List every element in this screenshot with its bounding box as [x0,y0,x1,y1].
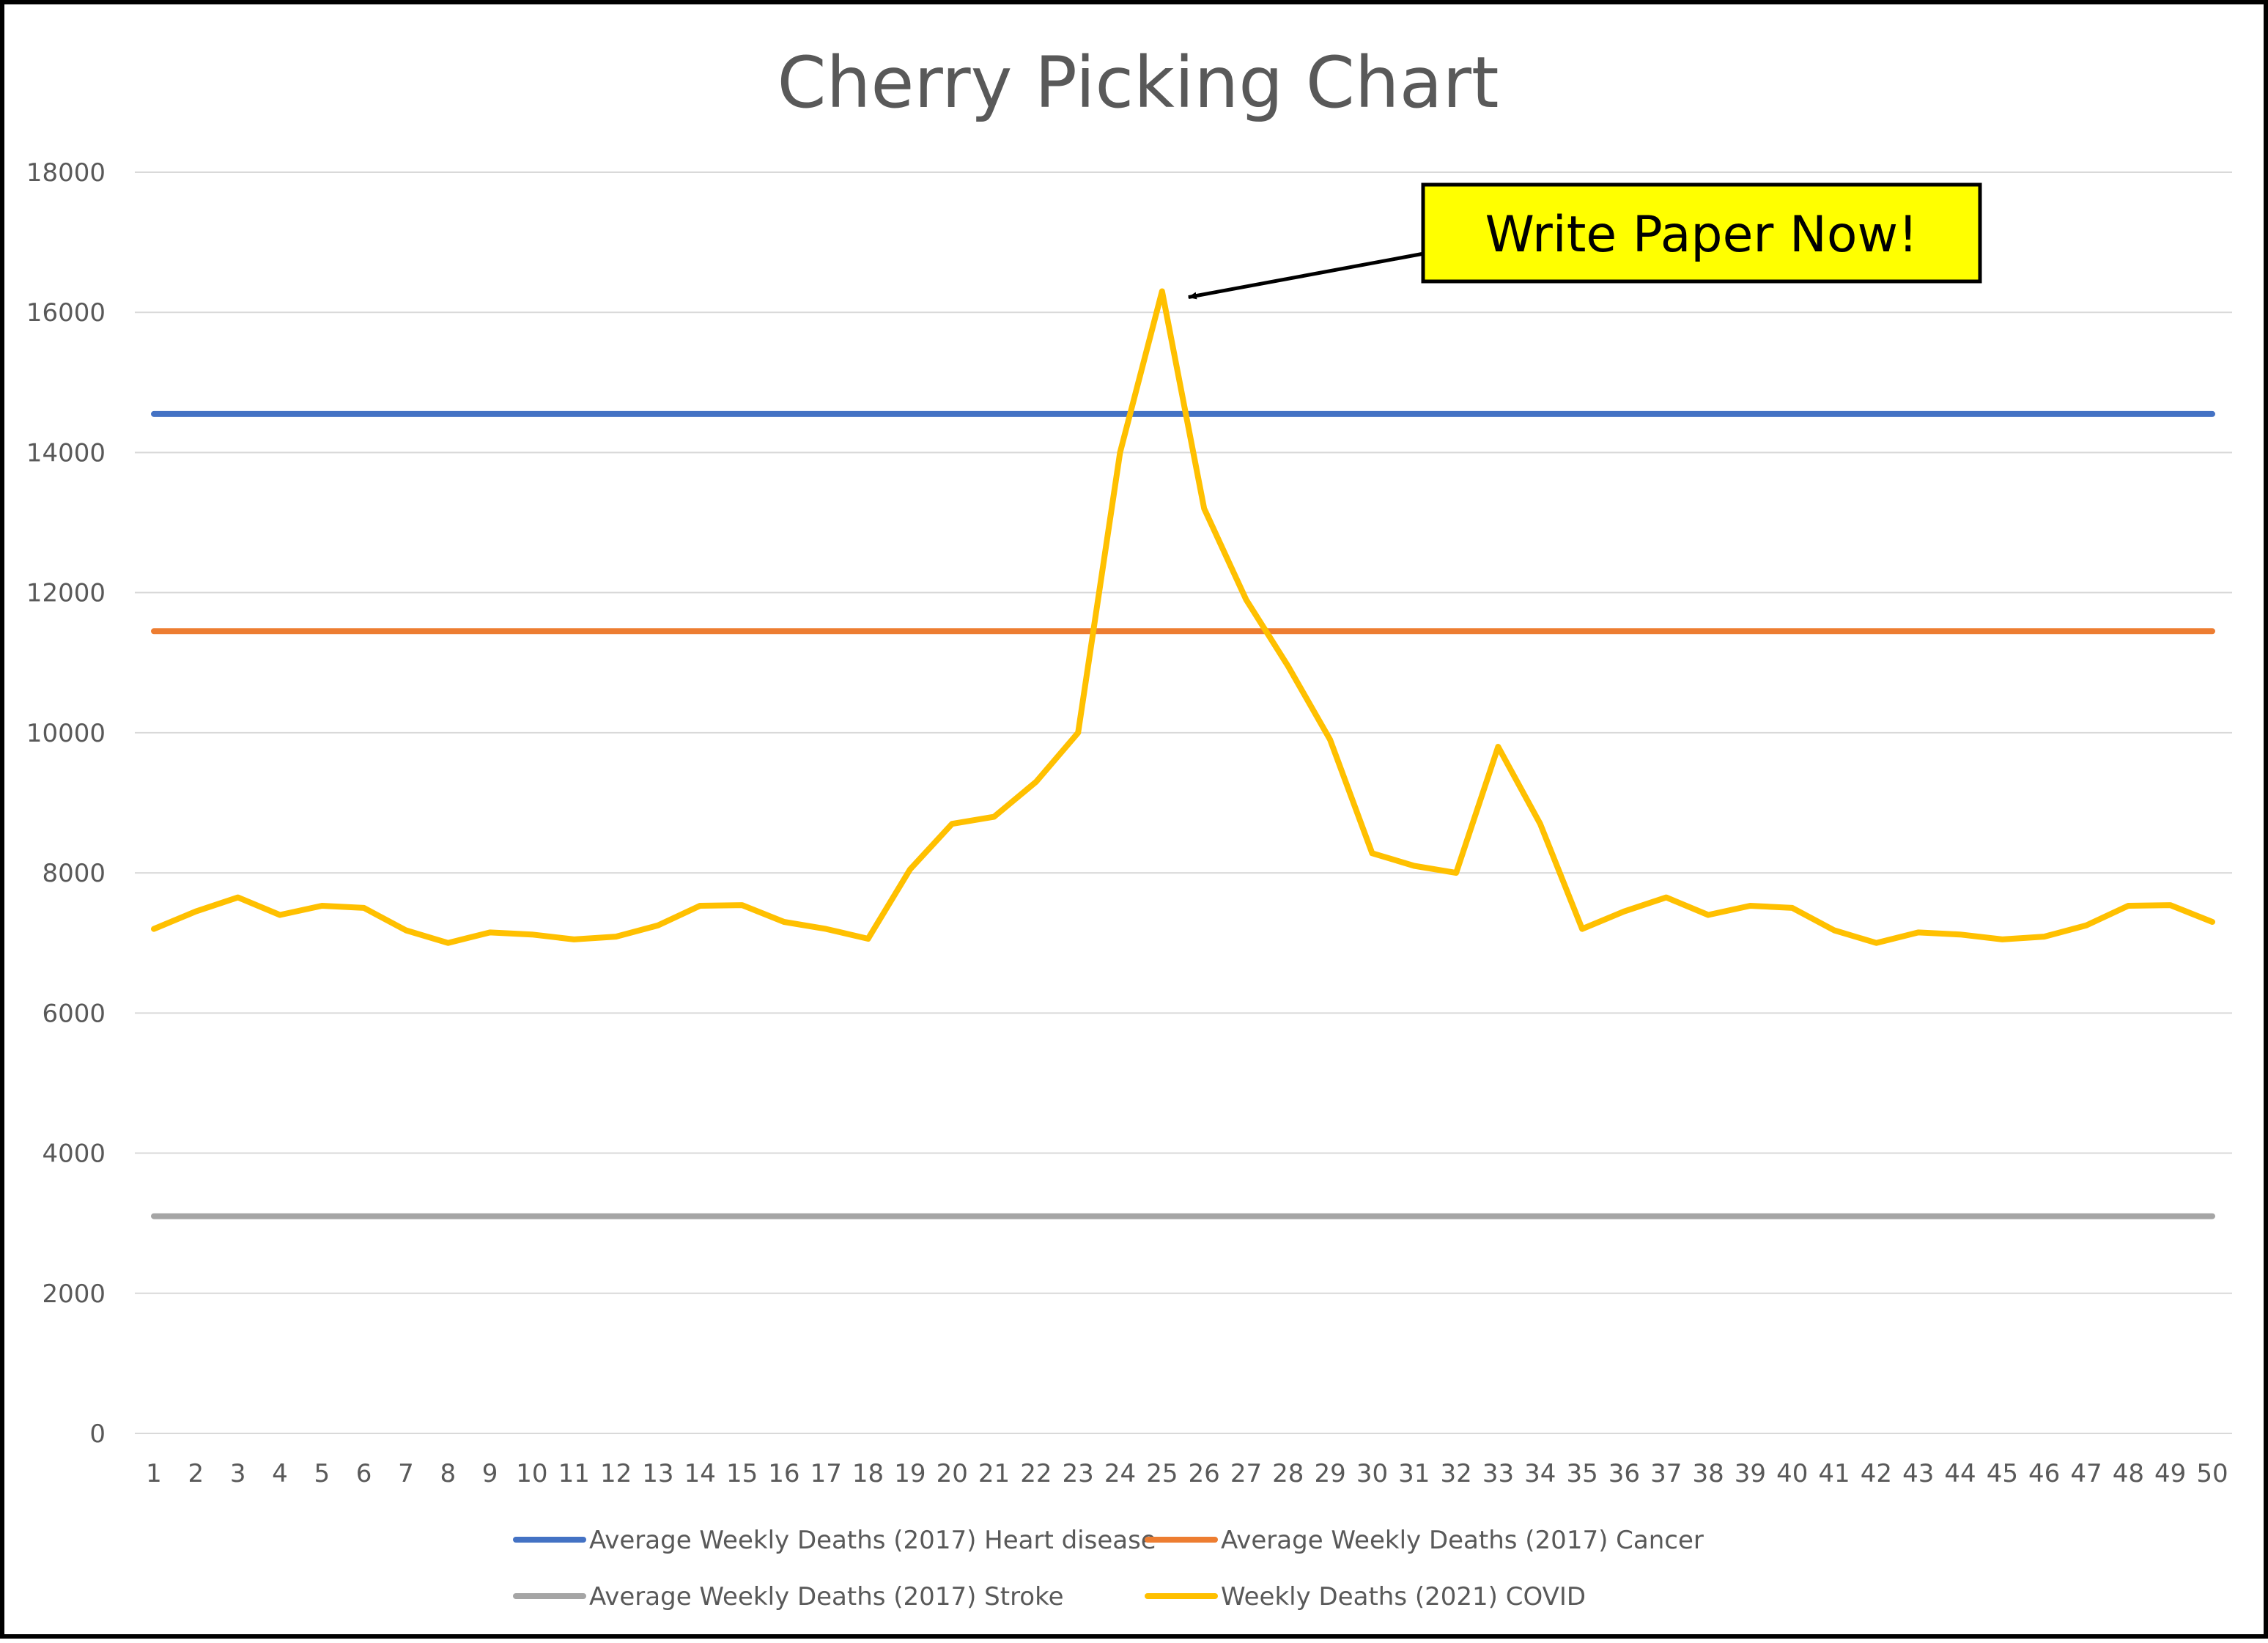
x-tick-label: 36 [1608,1459,1640,1488]
x-tick-label: 46 [2028,1459,2060,1488]
x-tick-label: 40 [1776,1459,1808,1488]
y-tick-label: 4000 [42,1140,106,1169]
x-tick-label: 9 [482,1459,498,1488]
x-tick-label: 5 [314,1459,330,1488]
x-tick-label: 24 [1104,1459,1136,1488]
x-tick-label: 42 [1861,1459,1892,1488]
x-tick-label: 1 [146,1459,162,1488]
x-tick-label: 44 [1944,1459,1976,1488]
callout-box [1421,182,1982,284]
annotation-callout: Write Paper Now! [1187,182,1982,300]
x-tick-label: 17 [810,1459,842,1488]
x-tick-label: 19 [894,1459,926,1488]
x-tick-label: 29 [1315,1459,1346,1488]
x-tick-label: 45 [1987,1459,2018,1488]
x-tick-label: 47 [2070,1459,2102,1488]
x-tick-label: 20 [937,1459,968,1488]
y-tick-label: 12000 [26,579,106,608]
x-tick-label: 15 [726,1459,758,1488]
series-lines [151,288,2215,1219]
x-tick-label: 41 [1818,1459,1850,1488]
callout-text: Write Paper Now! [1485,206,1918,264]
x-tick-label: 8 [440,1459,456,1488]
x-tick-label: 26 [1189,1459,1220,1488]
x-tick-label: 30 [1356,1459,1388,1488]
x-tick-label: 18 [852,1459,884,1488]
x-tick-label: 3 [230,1459,246,1488]
x-tick-label: 37 [1650,1459,1682,1488]
callout-arrow [1187,251,1425,300]
legend-label-weekly-deaths-2021-covid: Weekly Deaths (2021) COVID [1221,1582,1586,1611]
y-tick-label: 6000 [42,999,106,1028]
x-tick-label: 6 [356,1459,372,1488]
legend: Average Weekly Deaths (2017) Heart disea… [513,1526,1704,1611]
y-axis-tick-labels: 0 2000 4000 6000 8000 10000 12000 14000 16000 180… [26,158,106,1449]
x-tick-label: 16 [768,1459,799,1488]
x-tick-label: 35 [1566,1459,1597,1488]
x-tick-label: 32 [1440,1459,1471,1488]
gridlines [135,171,2232,1434]
x-tick-label: 2 [188,1459,204,1488]
y-tick-label: 10000 [26,719,106,748]
y-tick-label: 14000 [26,438,106,468]
x-tick-label: 27 [1230,1459,1262,1488]
x-tick-label: 10 [516,1459,547,1488]
x-tick-label: 23 [1063,1459,1094,1488]
x-axis-tick-labels: 1 2 3 4 5 6 7 8 9 10 11 12 13 14 15 16 17 18 19 20 21 22 23 24 2… [146,1459,2228,1488]
x-tick-label: 38 [1692,1459,1724,1488]
y-tick-label: 18000 [26,158,106,188]
x-tick-label: 12 [600,1459,632,1488]
legend-label-average-weekly-deaths-2017-cancer: Average Weekly Deaths (2017) Cancer [1221,1526,1704,1555]
x-tick-label: 33 [1482,1459,1514,1488]
x-tick-label: 50 [2196,1459,2228,1488]
line-chart: Cherry Picking Chart 0200040006000800010… [26,42,2232,1611]
x-tick-label: 28 [1272,1459,1304,1488]
legend-label-average-weekly-deaths-2017-stroke: Average Weekly Deaths (2017) Stroke [589,1582,1064,1611]
y-tick-label: 8000 [42,859,106,888]
y-tick-label: 2000 [42,1280,106,1309]
x-tick-label: 43 [1902,1459,1934,1488]
x-tick-label: 14 [684,1459,716,1488]
x-tick-label: 22 [1020,1459,1052,1488]
x-tick-label: 4 [272,1459,288,1488]
x-tick-label: 31 [1398,1459,1430,1488]
chart-title: Cherry Picking Chart [777,42,1499,124]
x-tick-label: 13 [642,1459,673,1488]
x-tick-label: 21 [978,1459,1010,1488]
x-tick-label: 39 [1735,1459,1766,1488]
series-line-weekly-deaths-2021-covid [151,288,2215,946]
x-tick-label: 7 [398,1459,414,1488]
x-tick-label: 48 [2113,1459,2144,1488]
x-tick-label: 34 [1524,1459,1556,1488]
y-tick-label: 0 [89,1419,106,1449]
legend-label-average-weekly-deaths-2017-heart-disease: Average Weekly Deaths (2017) Heart disea… [589,1526,1156,1555]
x-tick-label: 25 [1146,1459,1178,1488]
x-tick-label: 11 [558,1459,590,1488]
x-tick-label: 49 [2154,1459,2186,1488]
y-tick-label: 16000 [26,298,106,328]
